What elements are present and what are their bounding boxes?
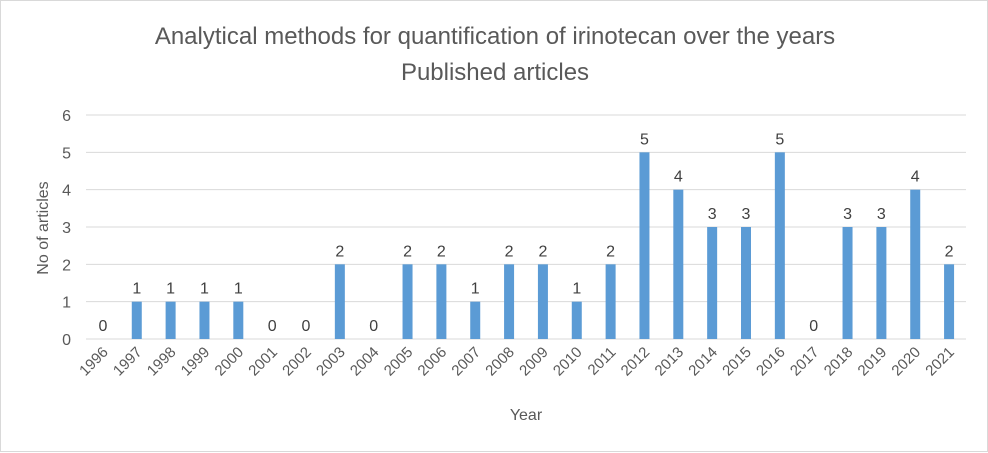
- bar: [131, 301, 142, 339]
- x-tick-label: 2003: [313, 344, 349, 380]
- x-tick-label: 2012: [618, 344, 654, 380]
- x-tick-label: 2001: [245, 344, 281, 380]
- data-label: 3: [843, 206, 852, 223]
- data-label: 1: [166, 281, 175, 298]
- bar: [233, 301, 244, 339]
- x-tick-label: 2014: [685, 344, 721, 380]
- data-label: 1: [572, 281, 581, 298]
- data-label: 1: [471, 281, 480, 298]
- x-tick-label: 2011: [585, 344, 620, 379]
- x-tick-label: 1998: [144, 344, 180, 380]
- x-tick-label: 2017: [787, 344, 823, 380]
- y-tick-label: 2: [62, 257, 71, 274]
- data-label: 2: [403, 243, 412, 260]
- y-tick-label: 1: [62, 295, 71, 312]
- x-tick-label: 2016: [753, 344, 789, 380]
- data-label: 4: [674, 169, 683, 186]
- data-label: 5: [775, 131, 784, 148]
- data-label: 2: [335, 243, 344, 260]
- x-tick-label: 2007: [448, 344, 484, 380]
- x-tick-label: 2002: [279, 344, 315, 380]
- data-label: 1: [234, 281, 243, 298]
- data-label: 2: [437, 243, 446, 260]
- data-label: 3: [742, 206, 751, 223]
- bar: [707, 227, 718, 339]
- x-tick-label: 2008: [482, 344, 518, 380]
- data-label: 4: [911, 169, 920, 186]
- data-label: 3: [877, 206, 886, 223]
- chart-subtitle: Published articles: [400, 59, 590, 86]
- bar: [876, 227, 887, 339]
- x-tick-label: 2021: [922, 344, 958, 380]
- y-tick-labels: 0 1 2 3 4 5 6: [62, 108, 71, 349]
- x-tick-label: 1996: [76, 344, 112, 380]
- x-tick-label: 2015: [719, 344, 755, 380]
- chart-title: Analytical methods for quantification of…: [154, 23, 836, 50]
- y-tick-label: 0: [62, 332, 71, 349]
- x-tick-label: 1999: [178, 344, 214, 380]
- x-tick-label: 1997: [110, 344, 146, 380]
- data-label: 2: [606, 243, 615, 260]
- bar: [537, 264, 548, 339]
- x-tick-labels: 1996199719981999200020012002200320042005…: [76, 344, 958, 380]
- x-axis-label: Year: [510, 407, 543, 424]
- y-tick-label: 5: [62, 145, 71, 162]
- x-tick-label: 2005: [381, 344, 417, 380]
- bar: [842, 227, 853, 339]
- x-tick-label: 2009: [516, 344, 552, 380]
- bar: [910, 189, 921, 339]
- bar: [470, 301, 481, 339]
- x-tick-label: 2013: [652, 344, 688, 380]
- data-label: 5: [640, 131, 649, 148]
- x-tick-label: 2000: [212, 344, 248, 380]
- y-tick-label: 6: [62, 108, 71, 125]
- data-label: 0: [809, 318, 818, 335]
- data-label: 1: [200, 281, 209, 298]
- data-label: 2: [538, 243, 547, 260]
- bar: [571, 301, 582, 339]
- x-tick-label: 2006: [415, 344, 451, 380]
- bar: [504, 264, 515, 339]
- bar: [605, 264, 616, 339]
- bar: [165, 301, 176, 339]
- y-axis-label: No of articles: [35, 181, 52, 274]
- bar: [673, 189, 684, 339]
- x-tick-label: 2010: [550, 344, 586, 380]
- bar: [774, 152, 785, 339]
- bars: [131, 152, 955, 339]
- y-tick-label: 3: [62, 220, 71, 237]
- bar: [436, 264, 447, 339]
- bar: [741, 227, 751, 339]
- bar: [944, 264, 955, 339]
- data-label: 0: [302, 318, 311, 335]
- data-label: 0: [268, 318, 277, 335]
- data-label: 3: [708, 206, 717, 223]
- x-tick-label: 2019: [855, 344, 891, 380]
- data-label: 2: [505, 243, 514, 260]
- data-label: 1: [132, 281, 141, 298]
- bar: [639, 152, 650, 339]
- data-label: 0: [369, 318, 378, 335]
- data-label: 2: [945, 243, 954, 260]
- gridlines: [86, 114, 966, 340]
- x-tick-label: 2004: [347, 344, 383, 380]
- x-tick-label: 2020: [888, 344, 924, 380]
- bar: [199, 301, 210, 339]
- y-tick-label: 4: [62, 183, 71, 200]
- data-labels: 0 1 1 1 1 0 0 2 0 2 2 1 2 2 1 2 5 4 3 3 5 0 3 3 4 2: [98, 131, 953, 335]
- data-label: 0: [98, 318, 107, 335]
- bar: [334, 264, 345, 339]
- x-tick-label: 2018: [821, 344, 857, 380]
- bar: [402, 264, 413, 339]
